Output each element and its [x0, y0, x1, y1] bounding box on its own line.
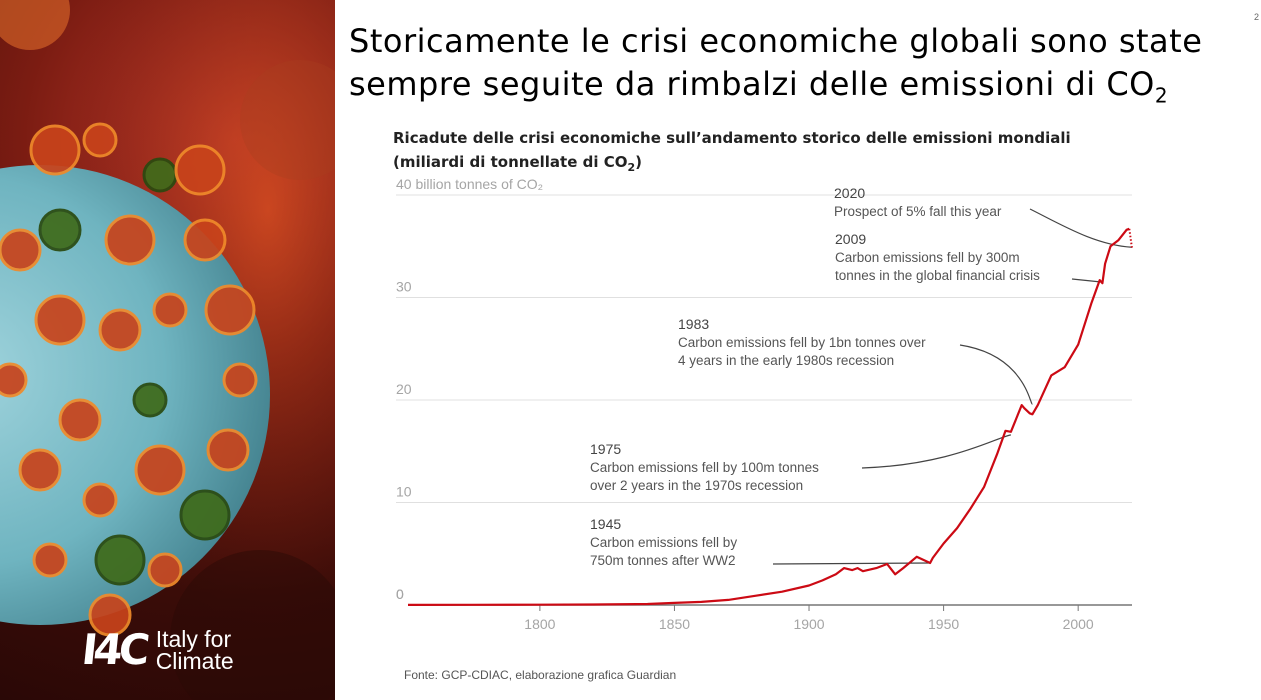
y-tick-label: 0 [396, 586, 404, 602]
y-axis-top-label: 40 billion tonnes of CO₂ [396, 176, 543, 192]
slide-title-subscript: 2 [1154, 83, 1169, 108]
virus-spike-protein [174, 144, 226, 196]
virus-spike-protein [152, 292, 188, 328]
i4c-logo: I4C Italy for Climate [79, 625, 234, 674]
annotation-text: over 2 years in the 1970s recession [590, 478, 803, 493]
annotation-year: 2020 [834, 185, 865, 201]
virus-spike-protein [206, 428, 250, 472]
slide-title: Storicamente le crisi economiche globali… [349, 20, 1229, 117]
virus-spike-protein [88, 593, 132, 637]
x-tick-label: 2000 [1063, 616, 1094, 632]
virus-spike-protein [32, 542, 68, 578]
virus-spike-protein [222, 362, 258, 398]
i4c-logo-text: Italy for Climate [155, 626, 234, 674]
x-tick-label: 1950 [928, 616, 959, 632]
virus-spike-protein [179, 489, 231, 541]
x-tick-label: 1800 [524, 616, 555, 632]
grid-layer [396, 194, 1132, 503]
annotations: 2020 Prospect of 5% fall this year 2009 Car… [590, 185, 1040, 568]
annotation-leader [772, 562, 931, 565]
virus-spike-protein [18, 448, 62, 492]
slide-title-line2: sempre seguite da rimbalzi delle emissio… [349, 65, 1155, 103]
x-axis: 1800 1850 1900 1950 2000 [408, 604, 1132, 632]
y-tick-label: 20 [396, 381, 412, 397]
virus-spike-protein [134, 444, 186, 496]
projection-line [1128, 228, 1133, 249]
y-tick-label: 10 [396, 484, 412, 500]
annotation-leader [1071, 278, 1103, 283]
chart-title-line2-end: ) [635, 153, 642, 171]
virus-spike-protein [82, 482, 118, 518]
chart-title-line2: (miliardi di tonnellate di CO2) [393, 150, 1193, 180]
annotation-text: Carbon emissions fell by 300m [835, 250, 1020, 265]
series-layer [407, 227, 1133, 606]
virus-spike-protein [94, 534, 146, 586]
virus-spike-protein [82, 122, 118, 158]
annotation-text: Prospect of 5% fall this year [834, 204, 1002, 219]
virus-spike-protein [98, 308, 142, 352]
annotation-leader [1029, 208, 1133, 248]
virus-spike-protein [132, 382, 168, 418]
virus-spike-protein [38, 208, 82, 252]
annotation-text: tonnes in the global financial crisis [835, 268, 1040, 283]
chart-title: Ricadute delle crisi economiche sull’and… [393, 126, 1193, 180]
chart-title-line1: Ricadute delle crisi economiche sull’and… [393, 129, 1071, 147]
virus-spike-protein [58, 398, 102, 442]
annotation-leader [959, 344, 1034, 405]
slide-title-line1: Storicamente le crisi economiche globali… [349, 22, 1203, 60]
annotation-leader [861, 434, 1012, 469]
y-tick-label: 0 [396, 586, 404, 602]
virus-spike-protein [183, 218, 227, 262]
emissions-line [407, 227, 1130, 606]
virus-spike-protein [0, 228, 42, 272]
coronavirus-illustration-panel: I4C Italy for Climate [0, 0, 335, 700]
annotation-year: 1945 [590, 516, 621, 532]
annotation-text: Carbon emissions fell by 1bn tonnes over [678, 335, 926, 350]
annotation-year: 1975 [590, 441, 621, 457]
annotation-year: 1983 [678, 316, 709, 332]
x-tick-label: 1900 [793, 616, 824, 632]
virus-spike-protein [34, 294, 86, 346]
annotation-year: 2009 [835, 231, 866, 247]
y-tick-label: 30 [396, 279, 412, 295]
virus-illustration [0, 0, 335, 700]
virus-spike-protein [29, 124, 81, 176]
i4c-logo-line1: Italy for [155, 626, 232, 652]
i4c-logo-mark: I4C [79, 625, 149, 674]
x-tick-label: 1850 [659, 616, 690, 632]
virus-spike-protein [204, 284, 256, 336]
chart-title-subscript: 2 [627, 161, 636, 174]
source-note: Fonte: GCP-CDIAC, elaborazione grafica G… [404, 668, 677, 682]
annotation-text: 4 years in the early 1980s recession [678, 353, 894, 368]
virus-spike-protein [142, 157, 178, 193]
virus-spike-protein [147, 552, 183, 588]
annotation-text: Carbon emissions fell by [590, 535, 737, 550]
virus-spike-protein [0, 362, 28, 398]
page-number: 2 [1254, 12, 1260, 22]
i4c-logo-line2: Climate [155, 648, 234, 674]
virus-spike-protein [104, 214, 156, 266]
annotation-text: 750m tonnes after WW2 [590, 553, 736, 568]
annotation-text: Carbon emissions fell by 100m tonnes [590, 460, 819, 475]
chart-title-line2-text: (miliardi di tonnellate di CO [393, 153, 628, 171]
